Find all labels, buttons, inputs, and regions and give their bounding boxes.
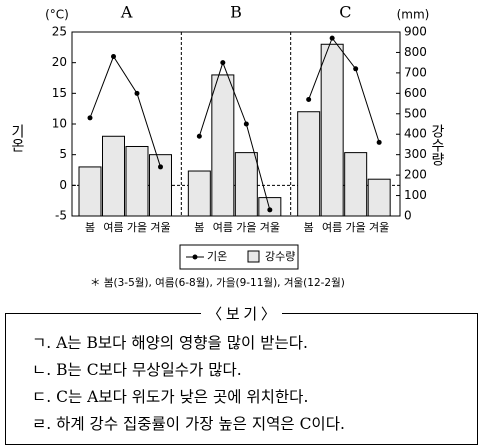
x-tick-label: 봄 — [304, 221, 314, 234]
temp-point — [329, 35, 335, 41]
panel-title: C — [339, 3, 351, 22]
y-tick-label: 25 — [52, 25, 67, 39]
temp-point — [158, 164, 163, 170]
x-tick-label: 가을 — [127, 221, 147, 234]
box-item: ㄹ. 하계 강수 집중률이 가장 높은 지역은 C이다. — [32, 415, 345, 433]
example-box: 〈 보 기 〉 ㄱ. A는 B보다 해양의 영향을 많이 받는다. ㄴ. B는 C… — [5, 307, 478, 445]
legend-box — [179, 244, 299, 270]
box-item: ㄱ. A는 B보다 해양의 영향을 많이 받는다. — [32, 334, 308, 352]
legend-dot — [192, 254, 198, 260]
temp-point — [134, 90, 140, 96]
bar — [125, 145, 149, 217]
panel-title: A — [120, 3, 133, 22]
x-tick-label: 봄 — [85, 221, 95, 234]
x-tick-label: 여름 — [213, 221, 233, 234]
chart: (°C) (mm) 기온 강수량 ＊ 봄(3-5월), 여름(6-8월), 가을… — [9, 3, 445, 290]
bar — [234, 152, 258, 217]
bar — [297, 111, 321, 217]
temp-point — [87, 115, 93, 121]
bar — [187, 170, 211, 217]
y-label: 기온 — [9, 124, 25, 152]
temp-line — [89, 55, 161, 168]
box-title-text: 〈 보 기 〉 — [201, 307, 282, 323]
bar — [211, 74, 235, 217]
box-item: ㄴ. B는 C보다 무상일수가 많다. — [32, 361, 242, 379]
legend-label: 강수량 — [265, 250, 295, 263]
bar — [102, 135, 125, 217]
y2-tick-label: 400 — [404, 127, 427, 141]
x-tick-label: 여름 — [103, 221, 123, 234]
y-unit: (°C) — [45, 8, 69, 22]
x-tick-label: 여름 — [322, 221, 342, 234]
y2-tick-label: 800 — [404, 45, 427, 59]
temp-point — [196, 133, 202, 139]
temp-point — [267, 207, 273, 213]
bar — [149, 154, 172, 217]
box-items: ㄱ. A는 B보다 해양의 영향을 많이 받는다. ㄴ. B는 C보다 무상일수가… — [32, 330, 345, 438]
legend-label: 기온 — [207, 250, 227, 263]
box-item: ㄷ. C는 A보다 위도가 낮은 곳에 위치한다. — [32, 388, 309, 406]
x-tick-label: 겨울 — [260, 221, 280, 234]
y2-tick-label: 300 — [404, 147, 427, 161]
bar — [344, 152, 368, 217]
y-tick-label: -5 — [55, 209, 67, 223]
x-tick-label: 겨울 — [150, 221, 170, 234]
temp-point — [353, 66, 359, 72]
x-tick-label: 봄 — [194, 221, 204, 234]
y2-tick-label: 900 — [404, 25, 427, 39]
legend-swatch — [247, 250, 260, 263]
y-tick-label: 15 — [52, 86, 67, 100]
temp-point — [376, 139, 382, 145]
note: ＊ 봄(3-5월), 여름(6-8월), 가을(9-11월), 겨울(12-2월… — [90, 277, 345, 289]
y-tick-label: 5 — [59, 147, 67, 161]
y-tick-label: 0 — [59, 178, 67, 192]
temp-point — [220, 60, 226, 66]
y-tick-label: 10 — [52, 117, 67, 131]
bar — [78, 166, 102, 217]
temp-line — [308, 37, 380, 143]
temp-line — [198, 61, 271, 210]
y2-unit: (mm) — [397, 8, 430, 22]
y2-tick-label: 0 — [404, 209, 412, 223]
temp-point — [111, 54, 116, 60]
y2-tick-label: 200 — [404, 168, 427, 182]
box-title: 〈 보 기 〉 — [6, 303, 477, 324]
x-tick-label: 겨울 — [369, 221, 389, 234]
y2-tick-label: 700 — [404, 65, 427, 79]
y2-tick-label: 500 — [404, 106, 427, 120]
bar — [367, 178, 391, 217]
temp-point — [306, 96, 312, 102]
panel-title: B — [230, 3, 242, 22]
x-tick-label: 가을 — [346, 221, 366, 234]
y2-tick-label: 100 — [404, 188, 427, 202]
bar — [320, 43, 344, 217]
y2-label: 강수량 — [429, 124, 445, 166]
bar — [258, 197, 282, 217]
y-tick-label: 20 — [52, 55, 67, 69]
x-tick-label: 가을 — [236, 221, 256, 234]
temp-point — [243, 121, 249, 127]
y2-tick-label: 600 — [404, 86, 427, 100]
